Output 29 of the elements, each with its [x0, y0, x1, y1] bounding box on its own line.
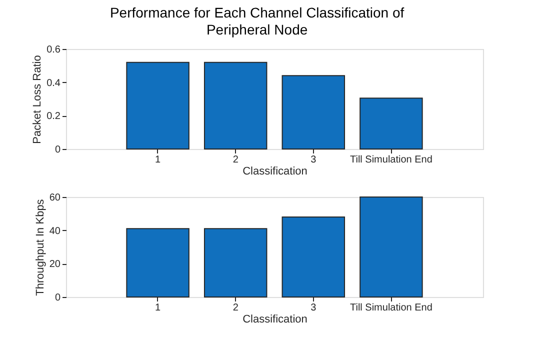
y-tick-label: 40: [49, 226, 61, 237]
x-tick-label: 2: [232, 302, 239, 314]
y-axis-title: Throughput In Kbps: [34, 198, 46, 296]
bar: [126, 62, 190, 150]
y-tick-label: 0.2: [46, 111, 61, 122]
x-tick-label: 1: [155, 154, 162, 166]
y-tick-label: 0: [54, 144, 61, 156]
bar: [282, 75, 346, 150]
x-axis-title: Classification: [242, 166, 308, 178]
y-tick-label: 60: [49, 192, 61, 204]
y-axis-title: Packet Loss Ratio: [32, 55, 44, 144]
bar: [204, 62, 268, 150]
y-tick-label: 0.6: [46, 44, 61, 56]
bar: [360, 98, 423, 150]
bar: [282, 216, 346, 298]
bar: [360, 196, 423, 298]
y-tick-label: 0.4: [46, 78, 61, 89]
chart-title: Performance for Each Channel Classification of Peripheral Node: [110, 4, 404, 38]
x-tick-label: Till Simulation End: [350, 302, 432, 314]
y-tick-label: 20: [49, 259, 61, 270]
x-axis-title: Classification: [242, 314, 308, 326]
x-tick-label: 2: [232, 154, 239, 166]
x-tick-label: 3: [310, 302, 317, 314]
bar: [126, 228, 190, 298]
x-tick-label: 1: [155, 302, 162, 314]
x-tick-label: Till Simulation End: [350, 154, 432, 166]
bar: [204, 228, 268, 298]
y-tick-label: 0: [54, 292, 61, 304]
x-tick-label: 3: [310, 154, 317, 166]
